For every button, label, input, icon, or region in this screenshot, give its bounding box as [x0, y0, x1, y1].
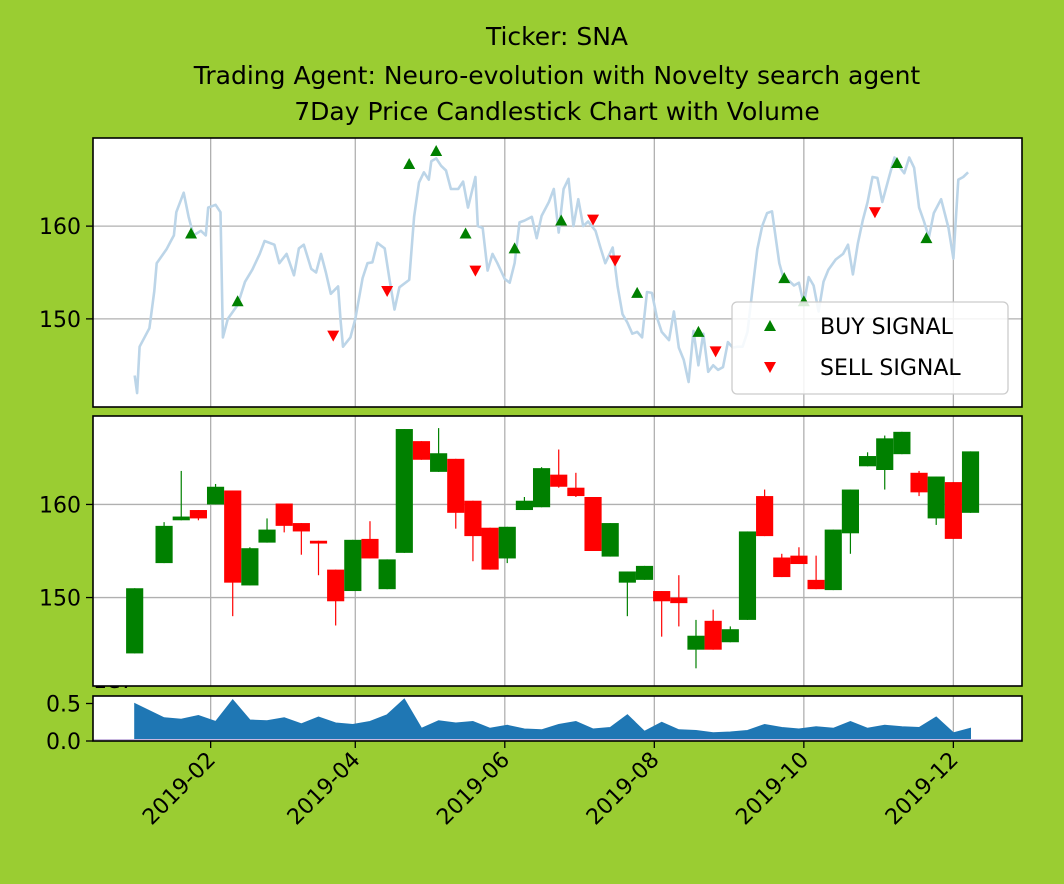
chart-title-line-2: Trading Agent: Neuro-evolution with Nove…: [193, 61, 921, 90]
sell-signal-marker-5: [709, 346, 722, 358]
buy-signal-marker-4: [459, 227, 472, 239]
sell-signal-marker-0: [327, 330, 340, 342]
buy-signal-marker-7: [631, 286, 644, 298]
candle-body-16: [412, 441, 431, 460]
candle-body-5: [224, 490, 242, 583]
candle-body-9: [292, 523, 310, 532]
buy-signal-marker-0: [185, 227, 198, 239]
candle-body-38: [790, 555, 808, 565]
volume-panel-frame: [92, 695, 1023, 742]
chart-title-line-1: Ticker: SNA: [485, 22, 628, 51]
candle-body-36: [756, 496, 774, 537]
candle-body-7: [258, 529, 276, 543]
candle-body-15: [395, 429, 413, 553]
candle-body-48: [961, 451, 980, 513]
buy-signal-marker-2: [403, 157, 416, 169]
candle-body-30: [653, 591, 671, 602]
candle-body-13: [361, 538, 379, 559]
volume-area: [134, 698, 971, 742]
x-tick-label-5: 2019-12: [881, 748, 964, 831]
candle-body-31: [670, 597, 688, 604]
candle-body-41: [841, 489, 859, 534]
candle-body-17: [430, 453, 448, 472]
candle-body-24: [550, 474, 568, 487]
candle-body-22: [515, 500, 533, 511]
candle-body-28: [618, 571, 636, 583]
close-price-line: [133, 156, 969, 395]
candle-body-8: [275, 503, 293, 526]
buy-signal-marker-9: [778, 272, 791, 284]
candle-body-34: [721, 629, 739, 643]
chart-title-line-3: 7Day Price Candlestick Chart with Volume: [294, 97, 820, 126]
legend-box: [731, 301, 1009, 395]
candle-body-12: [344, 539, 362, 592]
candle-body-33: [704, 620, 722, 650]
candle-body-39: [807, 579, 825, 590]
sell-signal-marker-1: [381, 286, 394, 298]
x-tick-label-0: 2019-02: [138, 748, 221, 831]
buy-signal-marker-3: [430, 144, 443, 156]
buy-signal-marker-11: [890, 157, 903, 169]
x-tick-label-3: 2019-08: [582, 748, 665, 831]
sell-signal-marker-6: [868, 207, 881, 219]
volume-ytick-label-1: 0.5: [46, 693, 81, 718]
candlestick-panel-frame: [92, 415, 1023, 687]
x-tick-label-1: 2019-04: [283, 748, 366, 831]
candle-body-0: [126, 588, 144, 654]
candle-body-44: [893, 431, 911, 455]
legend-sell-label: SELL SIGNAL: [820, 356, 961, 381]
candle-body-20: [481, 527, 499, 570]
legend-sell-marker: [764, 362, 776, 373]
legend: BUY SIGNAL SELL SIGNAL: [731, 301, 1009, 395]
sell-signal-marker-2: [469, 265, 482, 277]
candle-body-46: [927, 476, 945, 519]
candle-body-35: [738, 531, 757, 620]
buy-signal-marker-12: [920, 232, 933, 244]
candle-body-37: [773, 557, 791, 578]
candle-body-1: [155, 525, 173, 564]
price-line-panel-frame: [92, 137, 1023, 408]
candle-body-32: [687, 635, 705, 650]
price-line-panel-ytick-label-1: 160: [39, 215, 81, 240]
candle-body-29: [635, 565, 654, 580]
candle-body-26: [584, 497, 602, 551]
candle-body-25: [567, 487, 585, 497]
candle-body-11: [327, 569, 345, 602]
candle-body-42: [858, 456, 877, 467]
candle-body-4: [206, 486, 225, 505]
candle-body-14: [378, 559, 396, 590]
price-line-panel-ytick-label-0: 150: [39, 308, 81, 333]
buy-signal-marker-1: [231, 295, 244, 307]
candle-body-10: [309, 540, 328, 544]
candle-body-2: [172, 516, 190, 521]
legend-buy-label: BUY SIGNAL: [820, 315, 954, 340]
candlestick-panel-ytick-label-0: 150: [39, 587, 81, 612]
candle-body-3: [189, 510, 207, 519]
candle-body-19: [464, 500, 482, 537]
buy-signal-marker-6: [555, 214, 568, 226]
candle-body-21: [498, 526, 516, 559]
candle-body-45: [910, 472, 928, 493]
candlestick-panel-ytick-label-1: 160: [39, 493, 81, 518]
legend-buy-marker: [764, 320, 776, 331]
candle-body-18: [447, 458, 465, 513]
candle-body-43: [876, 438, 894, 470]
sell-signal-marker-3: [587, 214, 600, 226]
buy-signal-marker-5: [508, 242, 521, 254]
candle-body-6: [241, 548, 259, 586]
candle-body-27: [601, 523, 619, 557]
x-tick-label-4: 2019-10: [731, 748, 814, 831]
candle-body-23: [532, 468, 551, 508]
x-tick-label-2: 2019-06: [432, 748, 515, 831]
sell-signal-marker-4: [609, 255, 622, 267]
volume-ytick-label-0: 0.0: [46, 730, 81, 755]
candle-body-40: [824, 529, 842, 591]
buy-signal-marker-8: [692, 325, 705, 337]
candle-body-47: [944, 482, 962, 539]
